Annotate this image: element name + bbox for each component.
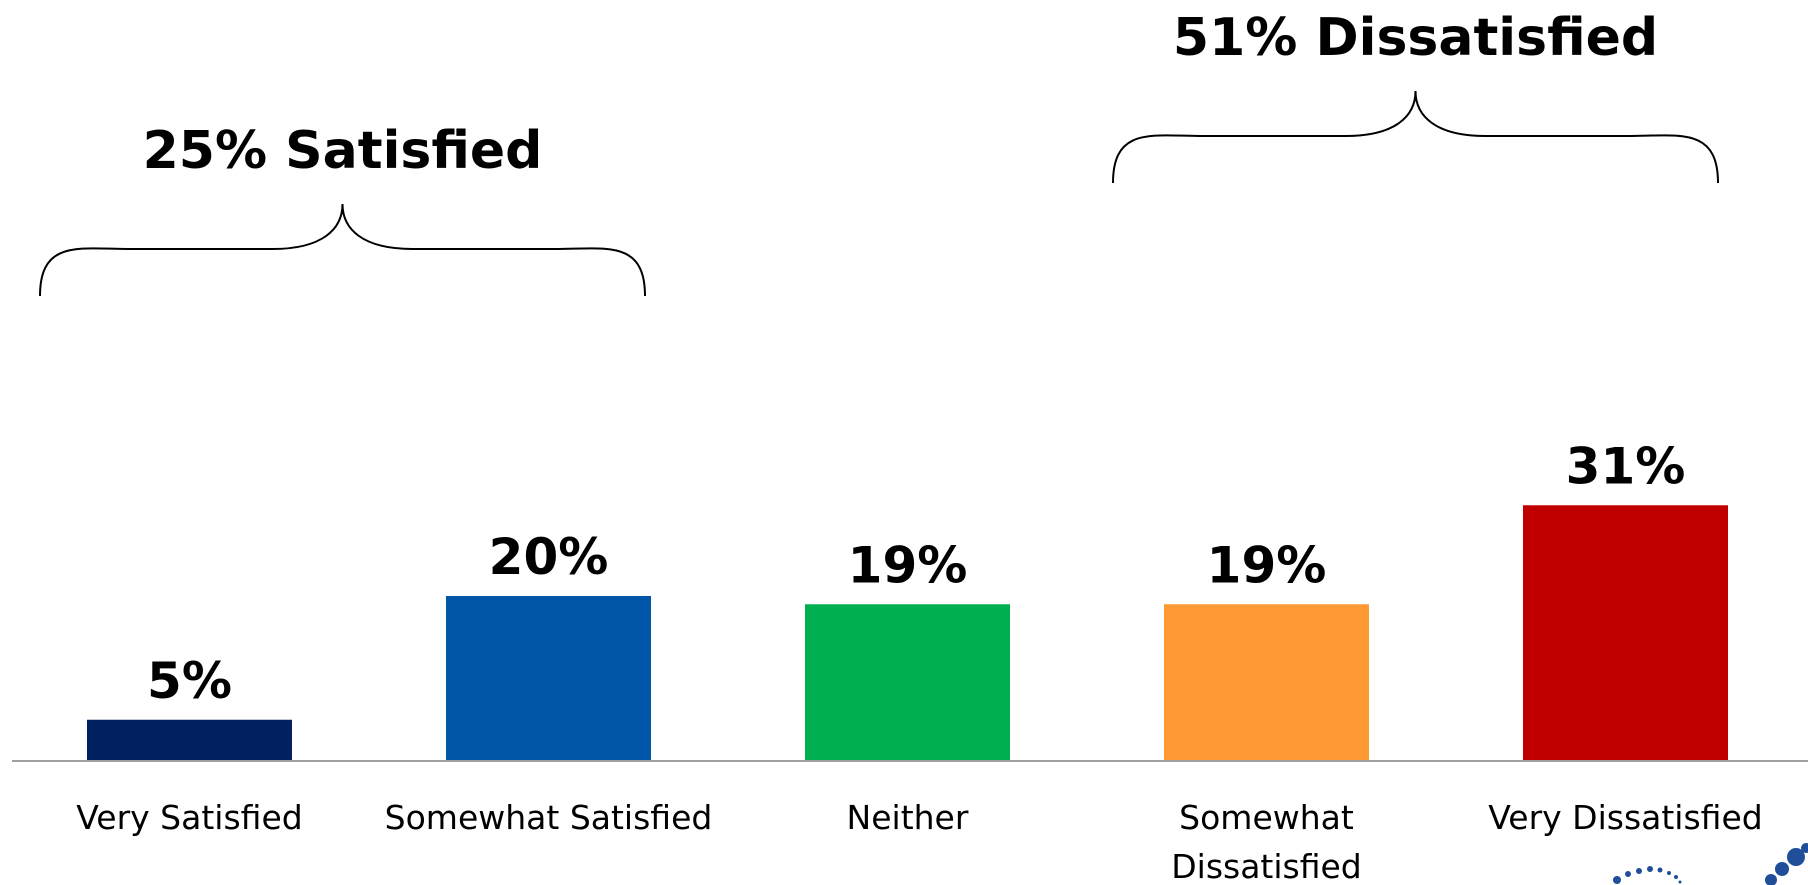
category-label-line: Neither [847, 798, 969, 837]
category-label-4: Very Dissatisfied [1488, 798, 1762, 837]
logo-dot [1787, 848, 1805, 866]
logo-dot [1613, 876, 1621, 884]
category-label-3: Somewhat Dissatisfied [1171, 798, 1362, 885]
logo-dot [1775, 862, 1789, 876]
data-label-0: 5% [147, 652, 232, 710]
logo-dot [1678, 880, 1682, 884]
logo-dot [1674, 875, 1678, 879]
dots-logo-icon [1613, 843, 1808, 885]
data-label-3: 19% [1207, 536, 1327, 594]
logo-dot [1647, 866, 1653, 872]
category-label-0: Very Satisfied [76, 798, 302, 837]
logo-dot [1636, 868, 1642, 874]
bars-group [87, 505, 1728, 761]
data-label-4: 31% [1566, 437, 1686, 495]
data-labels-group: 5% 20% 19% 19% 31% [147, 437, 1685, 710]
category-label-1: Somewhat Satisfied [385, 798, 713, 837]
logo-dot [1765, 874, 1777, 885]
category-label-2: Neither [847, 798, 969, 837]
group-brace-1 [1112, 90, 1719, 184]
category-label-line: Very Satisfied [76, 798, 302, 837]
data-label-2: 19% [848, 536, 968, 594]
bar-3 [1164, 604, 1369, 761]
data-label-1: 20% [489, 528, 609, 586]
category-label-line: Very Dissatisfied [1488, 798, 1762, 837]
group-annotations: 25% Satisfied 51% Dissatisfied [39, 8, 1719, 297]
group-brace-0 [39, 203, 646, 297]
logo-dot [1657, 867, 1663, 873]
bar-2 [805, 604, 1010, 761]
logo-dot [1625, 871, 1631, 877]
category-label-line: Somewhat [1179, 798, 1354, 837]
bar-0 [87, 719, 292, 761]
logo-dot [1667, 871, 1671, 875]
group-label-0: 25% Satisfied [143, 121, 543, 181]
category-label-line: Somewhat Satisfied [385, 798, 713, 837]
bar-1 [446, 596, 651, 761]
group-label-1: 51% Dissatisfied [1173, 8, 1658, 68]
bar-4 [1523, 505, 1728, 761]
category-label-line: Dissatisfied [1171, 847, 1362, 885]
category-labels-group: Very Satisfied Somewhat Satisfied Neither S… [76, 798, 1762, 885]
logo-dot [1801, 843, 1808, 853]
